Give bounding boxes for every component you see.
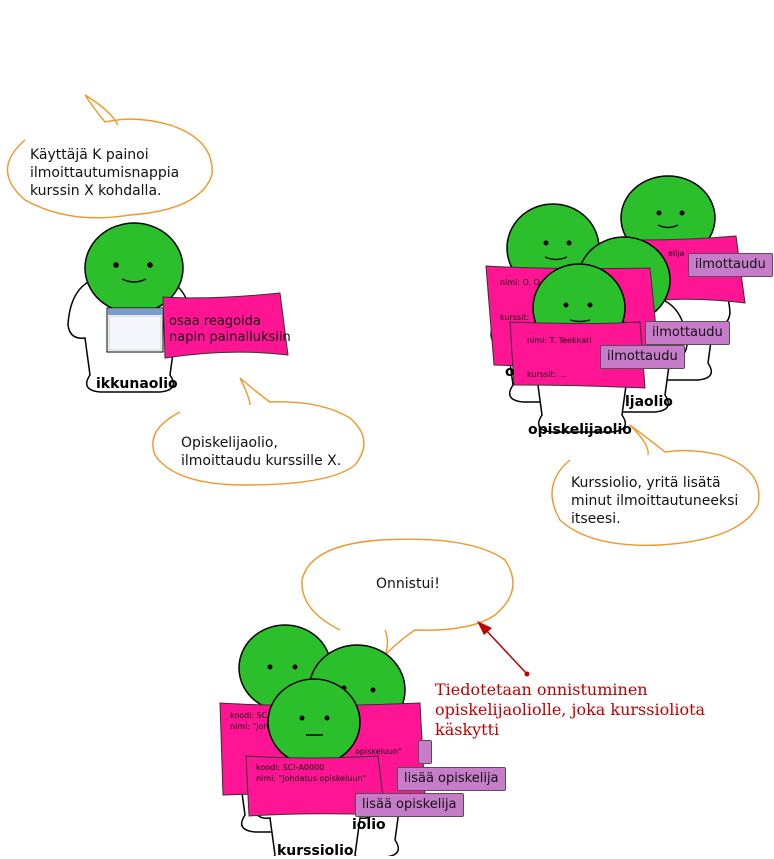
student-courses-label: kurssit: bbox=[500, 313, 530, 322]
enroll-button-1[interactable]: ilmottaudu bbox=[688, 253, 773, 277]
window-object-sign: osaa reagoida napin painalluksiin bbox=[169, 314, 291, 346]
student-name-front: nimi: T. Teekkari bbox=[527, 336, 592, 345]
course-name-mid: opiskeluun" bbox=[355, 747, 402, 756]
enroll-button-3[interactable]: ilmottaudu bbox=[600, 345, 685, 369]
enroll-button-2[interactable]: ilmottaudu bbox=[645, 321, 730, 345]
bubble-to-course-line-3: itseesi. bbox=[571, 511, 621, 527]
annotation-line-2: opiskelijaoliolle, joka kurssioliota käs… bbox=[435, 700, 706, 739]
bubble-to-course-line-1: Kurssiolio, yritä lisätä bbox=[571, 475, 721, 491]
bubble-to-student bbox=[152, 377, 365, 486]
student-object-characters bbox=[485, 175, 746, 433]
course-code-partial: koodi: SC bbox=[230, 711, 268, 720]
course-label-partial: iolio bbox=[352, 817, 386, 833]
annotation-line-1: Tiedotetaan onnistuminen bbox=[435, 680, 648, 699]
bubble-user-action-line-1: Käyttäjä K painoi bbox=[30, 147, 149, 163]
student-courses-front: kurssit: ... bbox=[527, 370, 567, 379]
window-object-character bbox=[67, 222, 289, 393]
bubble-to-student-line-2: ilmoittaudu kurssille X. bbox=[181, 453, 342, 469]
bubble-user-action-line-3: kurssin X kohdalla. bbox=[30, 183, 162, 199]
add-student-button-3[interactable]: lisää opiskelija bbox=[355, 793, 464, 817]
bubble-success bbox=[301, 538, 514, 656]
course-object-label: kurssiolio bbox=[277, 843, 354, 859]
bubble-to-student-line-1: Opiskelijaolio, bbox=[181, 435, 278, 451]
bubble-to-course-text: Kurssiolio, yritä lisätä minut ilmoittau… bbox=[571, 474, 738, 528]
bubble-success-text: Onnistui! bbox=[376, 576, 440, 592]
window-sign-line-1: osaa reagoida bbox=[169, 314, 261, 329]
student-label-partial2: o bbox=[505, 364, 515, 380]
bubble-to-student-text: Opiskelijaolio, ilmoittaudu kurssille X. bbox=[181, 434, 341, 470]
bubble-user-action bbox=[6, 94, 213, 219]
bubble-user-action-text: Käyttäjä K painoi ilmoittautumisnappia k… bbox=[30, 146, 179, 200]
student-name-back: elija bbox=[668, 249, 685, 258]
student-name-partial: nimi: O. O bbox=[500, 278, 540, 287]
course-object-characters bbox=[219, 624, 426, 856]
course-name-partial: nimi: "Joh bbox=[230, 722, 269, 731]
add-student-button-2[interactable]: lisää opiskelija bbox=[397, 767, 506, 791]
annotation-arrow bbox=[477, 621, 530, 677]
course-code-front: koodi: SCI-A0000 bbox=[256, 763, 325, 772]
bubble-user-action-line-2: ilmoittautumisnappia bbox=[30, 165, 180, 181]
student-label-partial: ljaolio bbox=[625, 394, 673, 410]
add-student-button-1[interactable]: . bbox=[418, 740, 432, 764]
bubble-to-course-line-2: minut ilmoittautuneeksi bbox=[571, 493, 739, 509]
student-object-label: opiskelijaolio bbox=[528, 422, 632, 438]
course-name-front: nimi: "Johdatus opiskeluun" bbox=[256, 774, 367, 783]
annotation-text: Tiedotetaan onnistuminen opiskelijaoliol… bbox=[435, 680, 774, 740]
window-sign-line-2: napin painalluksiin bbox=[169, 330, 291, 345]
bubble-to-course bbox=[551, 424, 760, 546]
window-object-label: ikkunaolio bbox=[96, 376, 178, 392]
